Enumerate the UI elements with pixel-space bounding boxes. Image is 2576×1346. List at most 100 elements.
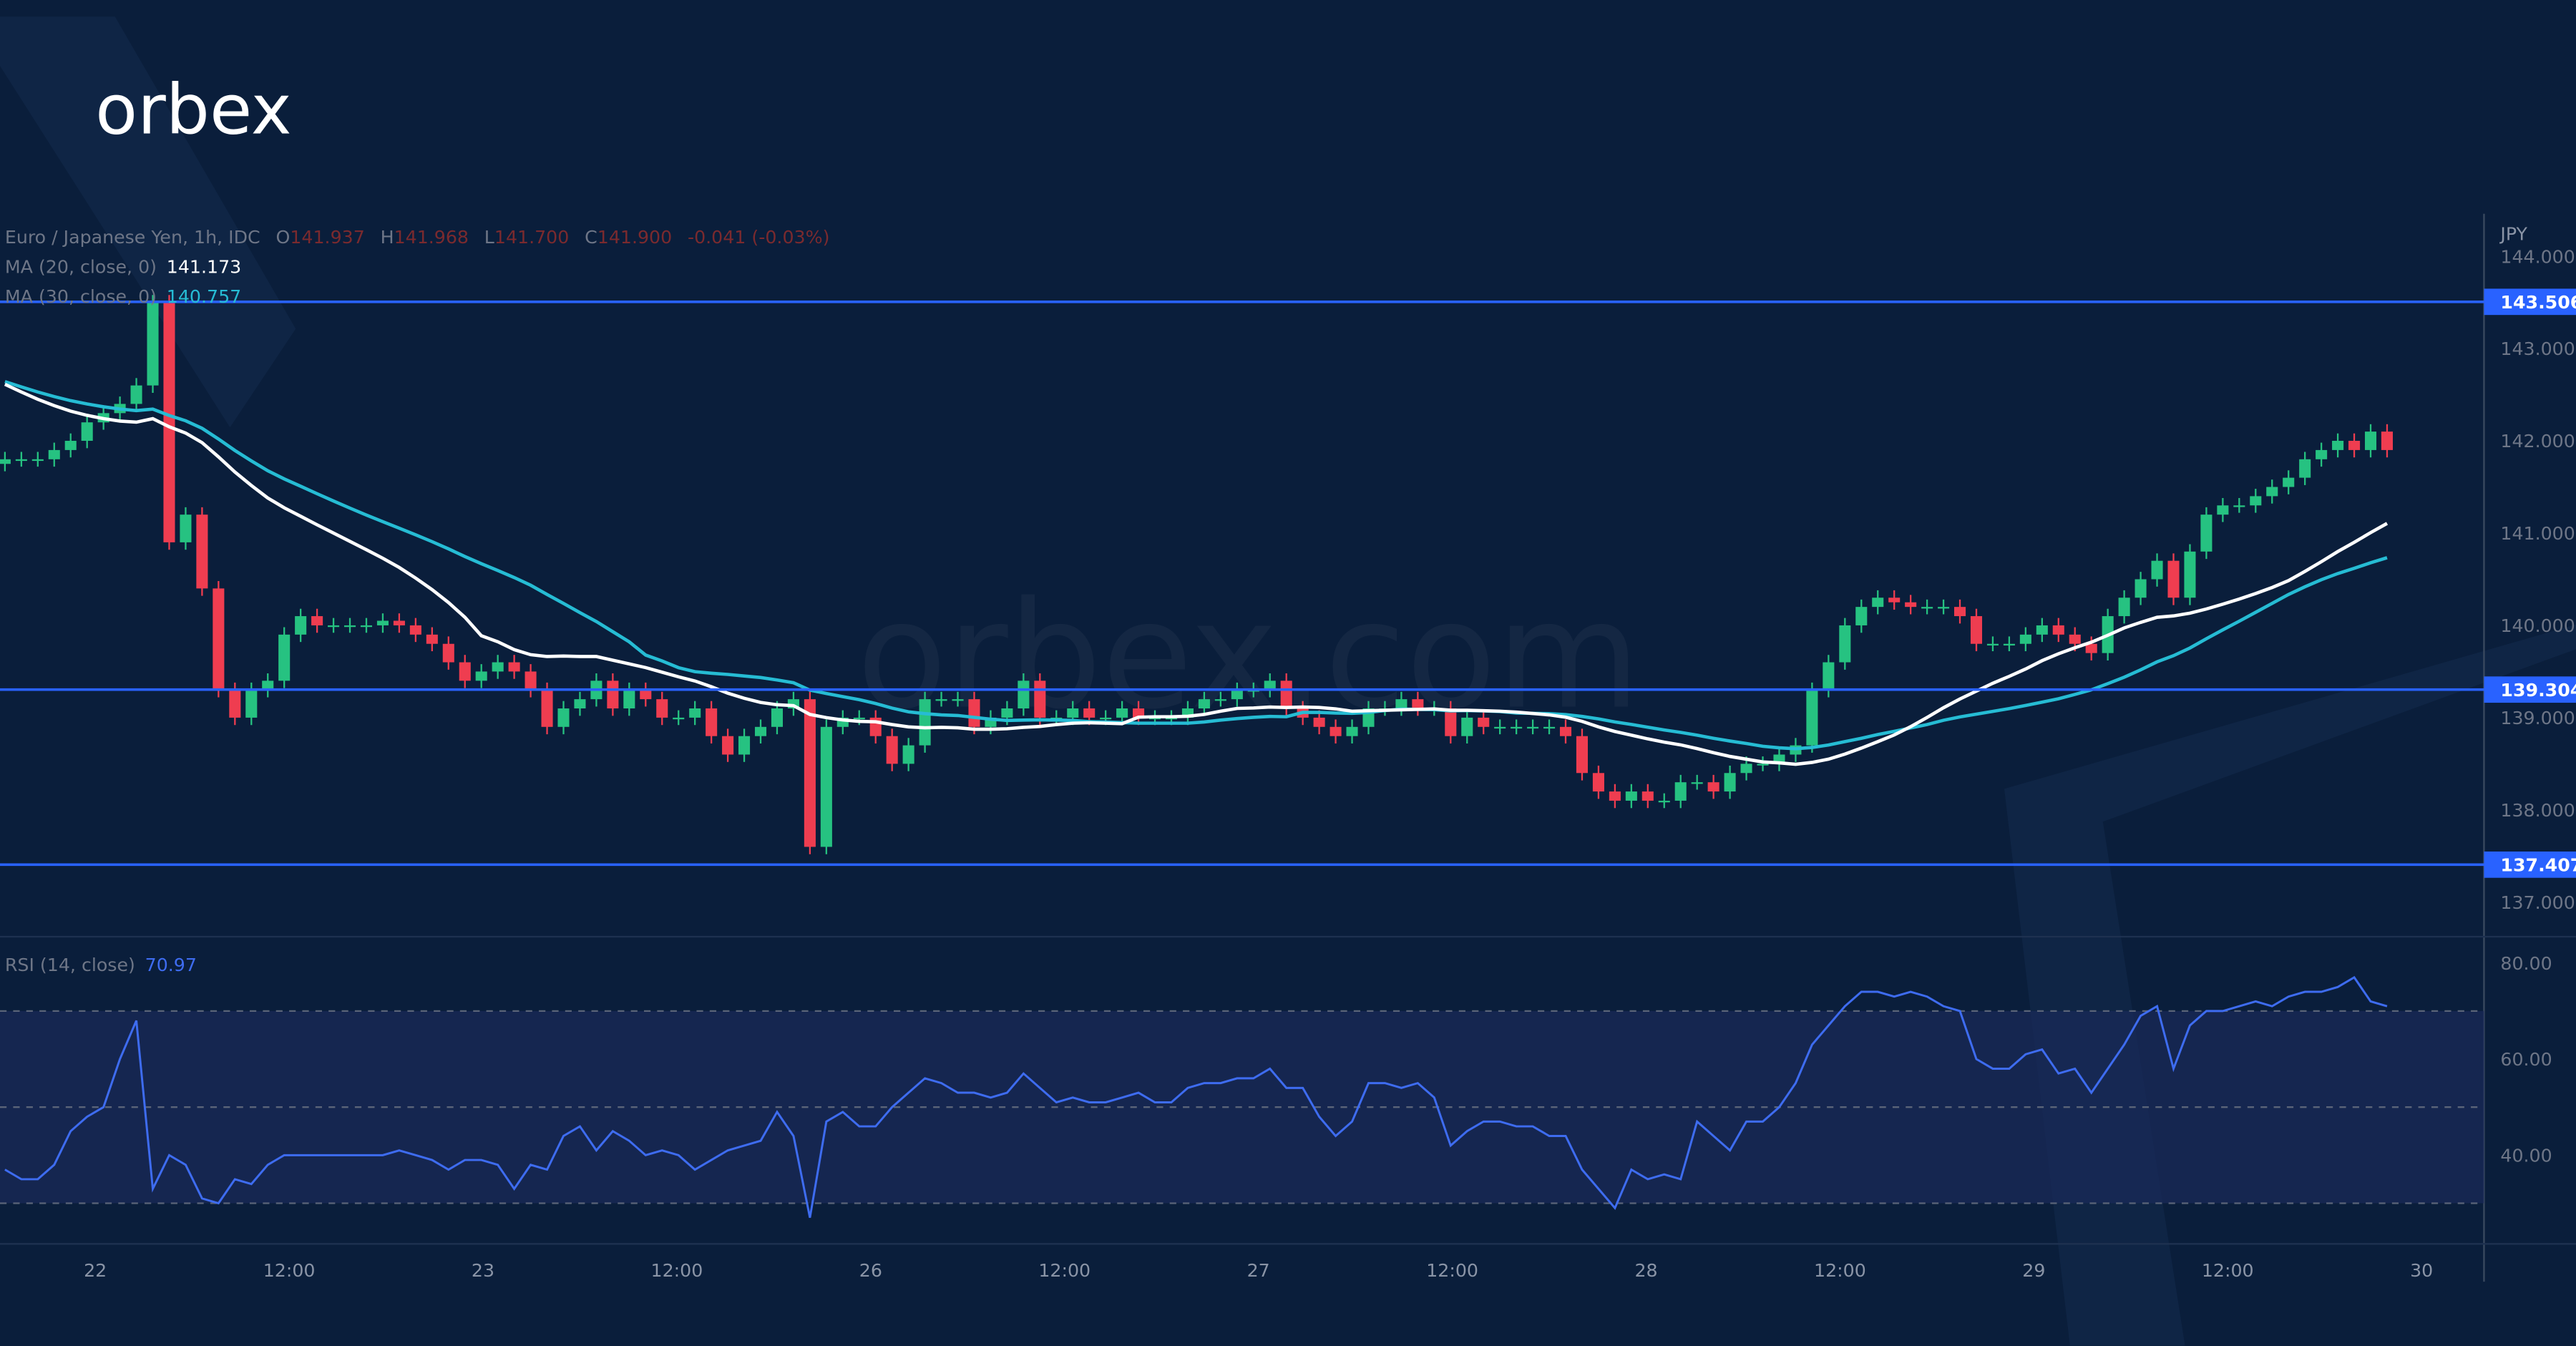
- candle: [81, 414, 93, 449]
- candle-body: [1001, 708, 1013, 718]
- candle-body: [722, 736, 734, 755]
- candle-body: [1412, 699, 1424, 709]
- candle: [1330, 719, 1342, 744]
- candle-body: [640, 690, 652, 700]
- candle-body: [1133, 708, 1145, 718]
- candle: [311, 608, 323, 633]
- candle: [2151, 553, 2163, 587]
- candle: [2019, 627, 2031, 652]
- candle-body: [656, 699, 668, 718]
- candle: [360, 618, 373, 633]
- ma20-line: [4, 382, 2389, 766]
- candle: [1905, 595, 1917, 615]
- candle: [1674, 774, 1687, 809]
- candle: [1018, 673, 1030, 716]
- candle: [2332, 433, 2344, 458]
- candle: [738, 728, 751, 762]
- candle-body: [2184, 551, 2196, 598]
- candle-body: [262, 681, 274, 691]
- candle: [2283, 470, 2295, 494]
- candle-body: [1100, 717, 1112, 720]
- rsi-tick-label: 80.00: [2500, 953, 2552, 974]
- candle-body: [1757, 764, 1769, 766]
- candle: [1214, 691, 1226, 707]
- ma30-label: MA (30, close, 0): [5, 286, 157, 307]
- price-tick-label: 137.000: [2500, 892, 2575, 913]
- price-tick-label: 141.000: [2500, 523, 2575, 544]
- candle: [656, 691, 668, 726]
- candle-body: [2299, 459, 2311, 478]
- candle-body: [328, 625, 340, 628]
- candle-body: [541, 690, 553, 727]
- time-tick-label: 29: [2022, 1260, 2045, 1281]
- candle: [557, 701, 570, 735]
- candle: [1839, 618, 1851, 670]
- candle: [2299, 452, 2311, 485]
- candle-body: [1576, 736, 1589, 774]
- candle: [130, 378, 142, 411]
- candle-body: [2250, 496, 2262, 506]
- candle: [1527, 719, 1539, 735]
- candle: [15, 452, 27, 467]
- candle-body: [2283, 477, 2295, 487]
- candle: [2364, 424, 2377, 458]
- candle-body: [1592, 773, 1604, 792]
- candle: [1511, 719, 1523, 735]
- candle: [1494, 719, 1506, 735]
- candle-body: [1116, 708, 1128, 718]
- candle: [2381, 424, 2394, 458]
- candle: [31, 452, 44, 467]
- price-tick-label: 138.000: [2500, 800, 2575, 821]
- candle: [1970, 608, 1983, 652]
- candle: [1953, 599, 1966, 624]
- candle-body: [2364, 431, 2377, 450]
- candle-body: [1494, 726, 1506, 729]
- rsi-line: [4, 975, 2388, 1218]
- candle: [886, 728, 898, 771]
- price-tick-label: 140.000: [2500, 615, 2575, 636]
- currency-label: JPY: [2499, 224, 2527, 245]
- candle-body: [2217, 505, 2229, 515]
- ma30-line: [4, 380, 2388, 751]
- candle: [1724, 765, 1736, 799]
- candle-body: [492, 662, 504, 672]
- candle-body: [557, 708, 570, 727]
- candle: [196, 507, 208, 596]
- candle-body: [1691, 782, 1703, 784]
- candle-body: [213, 588, 225, 691]
- candle: [607, 673, 619, 716]
- candle-body: [1970, 616, 1983, 644]
- time-tick-label: 30: [2410, 1260, 2433, 1281]
- ma20-label: MA (20, close, 0): [5, 256, 157, 277]
- candle: [2217, 497, 2229, 522]
- candle: [902, 738, 914, 771]
- candle-body: [1067, 708, 1079, 718]
- candle-body: [2019, 634, 2031, 644]
- candle: [2266, 479, 2278, 504]
- candle-body: [1165, 717, 1178, 720]
- logo-text: orbex: [95, 69, 292, 150]
- candle: [541, 682, 553, 735]
- candle-body: [1527, 726, 1539, 729]
- candle: [935, 691, 947, 707]
- open-label: O: [275, 227, 290, 248]
- candle: [574, 691, 586, 716]
- candle-body: [245, 690, 258, 718]
- candle: [2167, 553, 2180, 605]
- candle-body: [508, 662, 520, 672]
- candle-body: [48, 449, 60, 459]
- candle-body: [2085, 643, 2097, 653]
- candle-body: [2151, 560, 2163, 580]
- candle-body: [952, 699, 964, 701]
- candle-body: [1231, 690, 1243, 700]
- candle: [706, 701, 718, 744]
- candle-body: [376, 620, 389, 625]
- candle-body: [278, 634, 291, 681]
- candle: [754, 719, 767, 744]
- candle-body: [1938, 607, 1950, 609]
- candle-body: [1018, 681, 1030, 709]
- logo: orbex: [95, 69, 292, 150]
- candle-body: [623, 690, 635, 709]
- candle-body: [64, 441, 77, 450]
